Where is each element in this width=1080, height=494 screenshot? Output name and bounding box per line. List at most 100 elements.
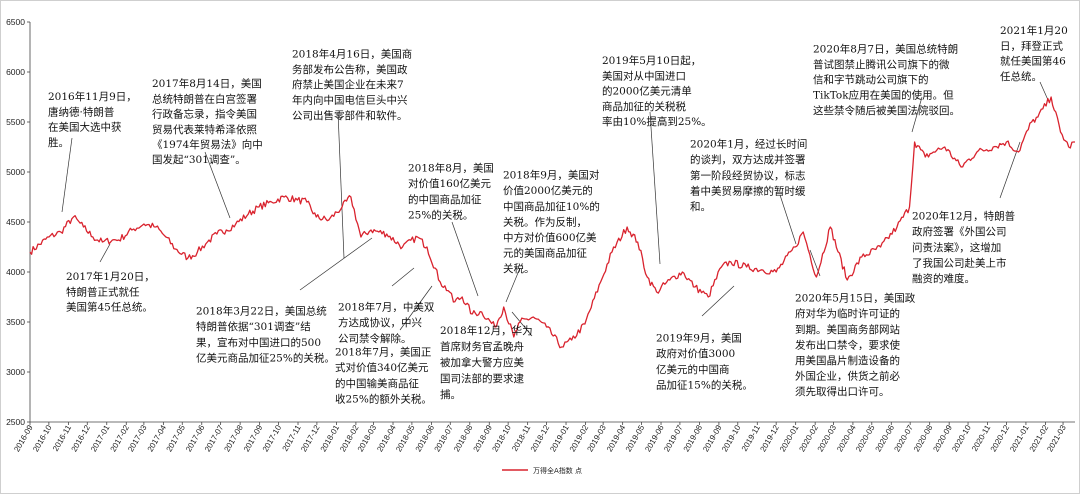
- annotation-line: 的谈判，双方达成并签署: [690, 153, 806, 166]
- annotation-line: 信和字节跳动公司旗下的: [813, 73, 929, 86]
- annotation-tariff-raise: 2019年5月10日起， 美国对从中国进口的2000亿美元清单商品加征的关税税率由…: [602, 54, 712, 128]
- annotation-line: 须先取得出口许可。: [795, 385, 890, 398]
- annotation-line: 率由10%提高到25%。: [602, 115, 712, 128]
- annotation-line: 2018年7月，美国正: [335, 346, 431, 359]
- annotation-line: 发布出口禁令，要求使: [795, 338, 900, 351]
- annotation-leader: [1039, 81, 1049, 101]
- y-tick-label: 4000: [6, 267, 25, 277]
- annotation-line: 2020年12月，特朗普: [912, 210, 1015, 223]
- annotation-line: 着中美贸易摩擦的暂时缓: [690, 184, 806, 197]
- annotation-line: 2018年4月16日，美国商: [292, 47, 412, 60]
- annotation-line: 2019年5月10日起，: [602, 54, 701, 67]
- annotation-hfcaa: 2020年12月，特朗普政府签署《外国公司问责法案》，这增加了我国公司赴美上市融…: [912, 210, 1015, 285]
- annotation-line: 首席财务官孟晚舟: [440, 340, 524, 353]
- annotation-line: 2018年3月22日，美国总统: [196, 305, 327, 318]
- annotation-line: 关税。: [503, 262, 535, 275]
- annotation-leader: [399, 285, 433, 331]
- annotation-line: 中国商品加征10%的: [503, 200, 600, 213]
- annotation-huawei-ban: 2020年5月15日，美国政府对华为临时许可证的到期。美国商务部网站发布出口禁令…: [795, 292, 916, 399]
- annotation-line: 2020年1月，经过长时间: [690, 138, 807, 151]
- annotation-leader-lines: [61, 81, 1049, 337]
- annotation-line: 到期。美国商务部网站: [795, 323, 900, 336]
- annotation-line: 的中国商品加征: [408, 193, 482, 206]
- annotation-leader: [99, 243, 111, 263]
- y-tick-label: 6500: [6, 17, 25, 27]
- y-axis-ticks: 2500 3000 3500 4000 4500 5000 5500 6000 6500: [6, 17, 30, 427]
- annotation-line: 特朗普正式就任: [66, 285, 140, 298]
- annotation-line: 特朗普依据“301调查”结: [196, 320, 311, 333]
- annotation-line: 2016年11月9日，: [48, 90, 137, 103]
- annotation-line: 2020年5月15日，美国政: [795, 292, 916, 305]
- y-tick-label: 4500: [6, 217, 25, 227]
- annotation-line: 亿美元商品加征25%的关税。: [196, 351, 335, 364]
- annotation-line: 25%的关税。: [408, 208, 473, 221]
- annotation-301-inquiry: 2017年8月14日，美国总统特朗普在白宫签署行政备忘录，指令美国贸易代表莱特希…: [152, 77, 263, 166]
- annotation-line: 收25%的额外关税。: [335, 392, 432, 405]
- annotation-line: 公司禁令解除。: [338, 332, 412, 345]
- annotation-line: 融资的难度。: [912, 272, 975, 285]
- annotation-line: 在美国大选中获: [48, 121, 122, 134]
- annotation-line: 问责法案》，这增加: [912, 241, 1001, 254]
- annotation-line: 国发起“301调查”。: [152, 153, 246, 166]
- annotation-line: 年内向中国电信巨头中兴: [292, 94, 408, 107]
- annotation-line: 2021年1月20: [1000, 24, 1068, 37]
- annotation-line: 2017年8月14日，美国: [152, 77, 262, 90]
- annotation-line: 行政备忘录，指令美国: [152, 108, 257, 121]
- annotation-phase-one: 2020年1月，经过长时间的谈判，双方达成并签署第一阶段经贸协议，标志着中美贸易…: [690, 138, 807, 213]
- annotation-line: 2019年9月，美国: [656, 332, 742, 345]
- annotation-301-result: 2018年3月22日，美国总统特朗普依据“301调查”结果，宣布对中国进口的50…: [196, 305, 335, 365]
- annotation-line: 2020年8月7日，美国总统特朗: [813, 42, 958, 55]
- annotation-line: 日，拜登正式: [1000, 39, 1063, 52]
- series-line-wind-a-index: [29, 96, 1075, 349]
- annotation-line: 的2000亿美元清单: [602, 85, 692, 98]
- annotation-leader: [779, 194, 797, 245]
- y-tick-label: 3500: [6, 317, 25, 327]
- annotation-line: 用美国晶片制造设备的: [795, 354, 900, 367]
- annotation-line: 这些禁令随后被美国法院驳回。: [813, 104, 960, 117]
- annotation-line: 公司出售零部件和软件。: [292, 109, 408, 122]
- annotation-line: 唐纳德·特朗普: [48, 105, 114, 118]
- annotation-line: 关税。作为反制，: [503, 215, 587, 228]
- annotation-line: 美国对从中国进口: [602, 69, 686, 82]
- annotation-line: 任总统。: [1000, 70, 1042, 83]
- annotation-line: 品加征15%的关税。: [656, 378, 753, 391]
- annotation-line: 方达成协议，中兴: [338, 316, 422, 329]
- annotation-line: 捕。: [440, 388, 461, 401]
- annotation-leader: [511, 311, 533, 337]
- annotation-leader: [701, 285, 735, 317]
- annotation-line: TikTok应用在美国的使用。但: [813, 89, 954, 102]
- y-tick-label: 2500: [6, 417, 25, 427]
- annotation-leader: [61, 137, 73, 213]
- annotation-leader: [911, 96, 923, 133]
- annotation-line: 府对华为临时许可证的: [795, 307, 900, 320]
- annotation-line: 普试图禁止腾讯公司旗下的微: [813, 58, 950, 71]
- y-tick-label: 6000: [6, 67, 25, 77]
- annotation-line: 亿美元的中国商: [656, 363, 730, 376]
- annotation-line: 美国第45任总统。: [66, 301, 153, 314]
- annotation-line: 外国企业，供货之前必: [795, 370, 900, 383]
- annotation-leader: [649, 111, 661, 265]
- y-tick-label: 5500: [6, 117, 25, 127]
- legend-label: 万得全A指数 点: [533, 466, 582, 475]
- annotation-leader: [391, 267, 415, 287]
- annotation-line: 国司法部的要求逮: [440, 372, 524, 385]
- annotation-leader: [505, 267, 521, 303]
- annotation-line: 胜。: [48, 137, 69, 149]
- annotation-line: 的中国输美商品征: [335, 377, 419, 390]
- annotation-line: 第一阶段经贸协议，标志: [690, 169, 806, 182]
- annotation-line: 了我国公司赴美上市: [912, 256, 1007, 269]
- annotation-line: 政府签署《外国公司: [912, 225, 1007, 238]
- annotation-line: 元的美国商品加征: [503, 247, 587, 260]
- annotation-line: 务部发布公告称，美国政: [292, 63, 408, 76]
- annotation-line: 贸易代表莱特希泽依照: [152, 123, 257, 136]
- annotation-line: 被加拿大警方应美: [440, 356, 524, 369]
